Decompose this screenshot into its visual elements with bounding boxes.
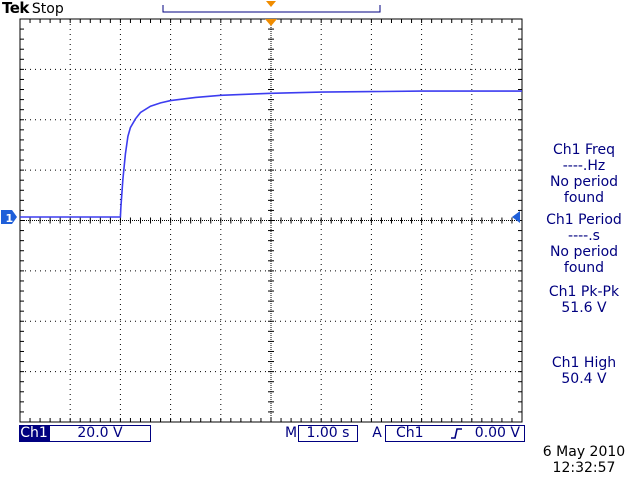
horizontal-position-bracket[interactable] bbox=[162, 5, 381, 13]
measurement-value: 51.6 V bbox=[561, 300, 607, 316]
measurement-note: found bbox=[563, 260, 605, 276]
measurement-period[interactable]: Ch1 Period ----.s No period found bbox=[528, 212, 640, 276]
measurement-title: Ch1 Freq bbox=[553, 142, 615, 158]
trigger-readout[interactable]: Ch1 0.00 V bbox=[385, 425, 525, 442]
timestamp-date: 6 May 2010 bbox=[542, 444, 626, 460]
channel1-tag[interactable]: Ch1 bbox=[19, 425, 49, 442]
measurement-note: found bbox=[563, 190, 605, 206]
trigger-time-marker bbox=[265, 19, 277, 26]
measurement-pk-pk[interactable]: Ch1 Pk-Pk 51.6 V bbox=[528, 284, 640, 316]
acquisition-state: Stop bbox=[31, 1, 64, 17]
timestamp-time: 12:32:57 bbox=[552, 460, 616, 476]
time-per-div-readout[interactable]: 1.00 s bbox=[298, 425, 358, 442]
channel1-ground-marker[interactable]: 1 bbox=[1, 210, 17, 225]
brand-logo: Tek bbox=[2, 0, 29, 17]
measurement-title: Ch1 Pk-Pk bbox=[548, 284, 620, 300]
measurement-title: Ch1 High bbox=[551, 355, 617, 371]
measurement-value: ----.s bbox=[568, 228, 600, 244]
measurement-freq[interactable]: Ch1 Freq ----.Hz No period found bbox=[528, 142, 640, 206]
measurement-value: 50.4 V bbox=[561, 371, 607, 387]
timestamp: 6 May 2010 12:32:57 bbox=[530, 444, 638, 476]
trigger-position-marker[interactable] bbox=[266, 1, 276, 7]
measurement-note: No period bbox=[549, 174, 619, 190]
channel1-waveform bbox=[20, 90, 522, 218]
scope-brand: Tek Stop bbox=[2, 0, 64, 17]
trigger-label: A bbox=[372, 425, 382, 441]
graticule bbox=[19, 18, 523, 423]
trigger-level-marker[interactable] bbox=[512, 211, 520, 223]
main-timebase-label: M bbox=[284, 425, 298, 441]
trigger-level: 0.00 V bbox=[474, 425, 520, 441]
rising-edge-icon bbox=[451, 428, 462, 439]
measurement-note: No period bbox=[549, 244, 619, 260]
trigger-source: Ch1 bbox=[396, 425, 424, 441]
volts-per-div-readout[interactable]: 20.0 V bbox=[49, 425, 151, 442]
measurement-title: Ch1 Period bbox=[546, 212, 622, 228]
measurement-value: ----.Hz bbox=[562, 158, 606, 174]
measurement-high[interactable]: Ch1 High 50.4 V bbox=[528, 355, 640, 387]
channel1-marker-label: 1 bbox=[6, 212, 14, 225]
